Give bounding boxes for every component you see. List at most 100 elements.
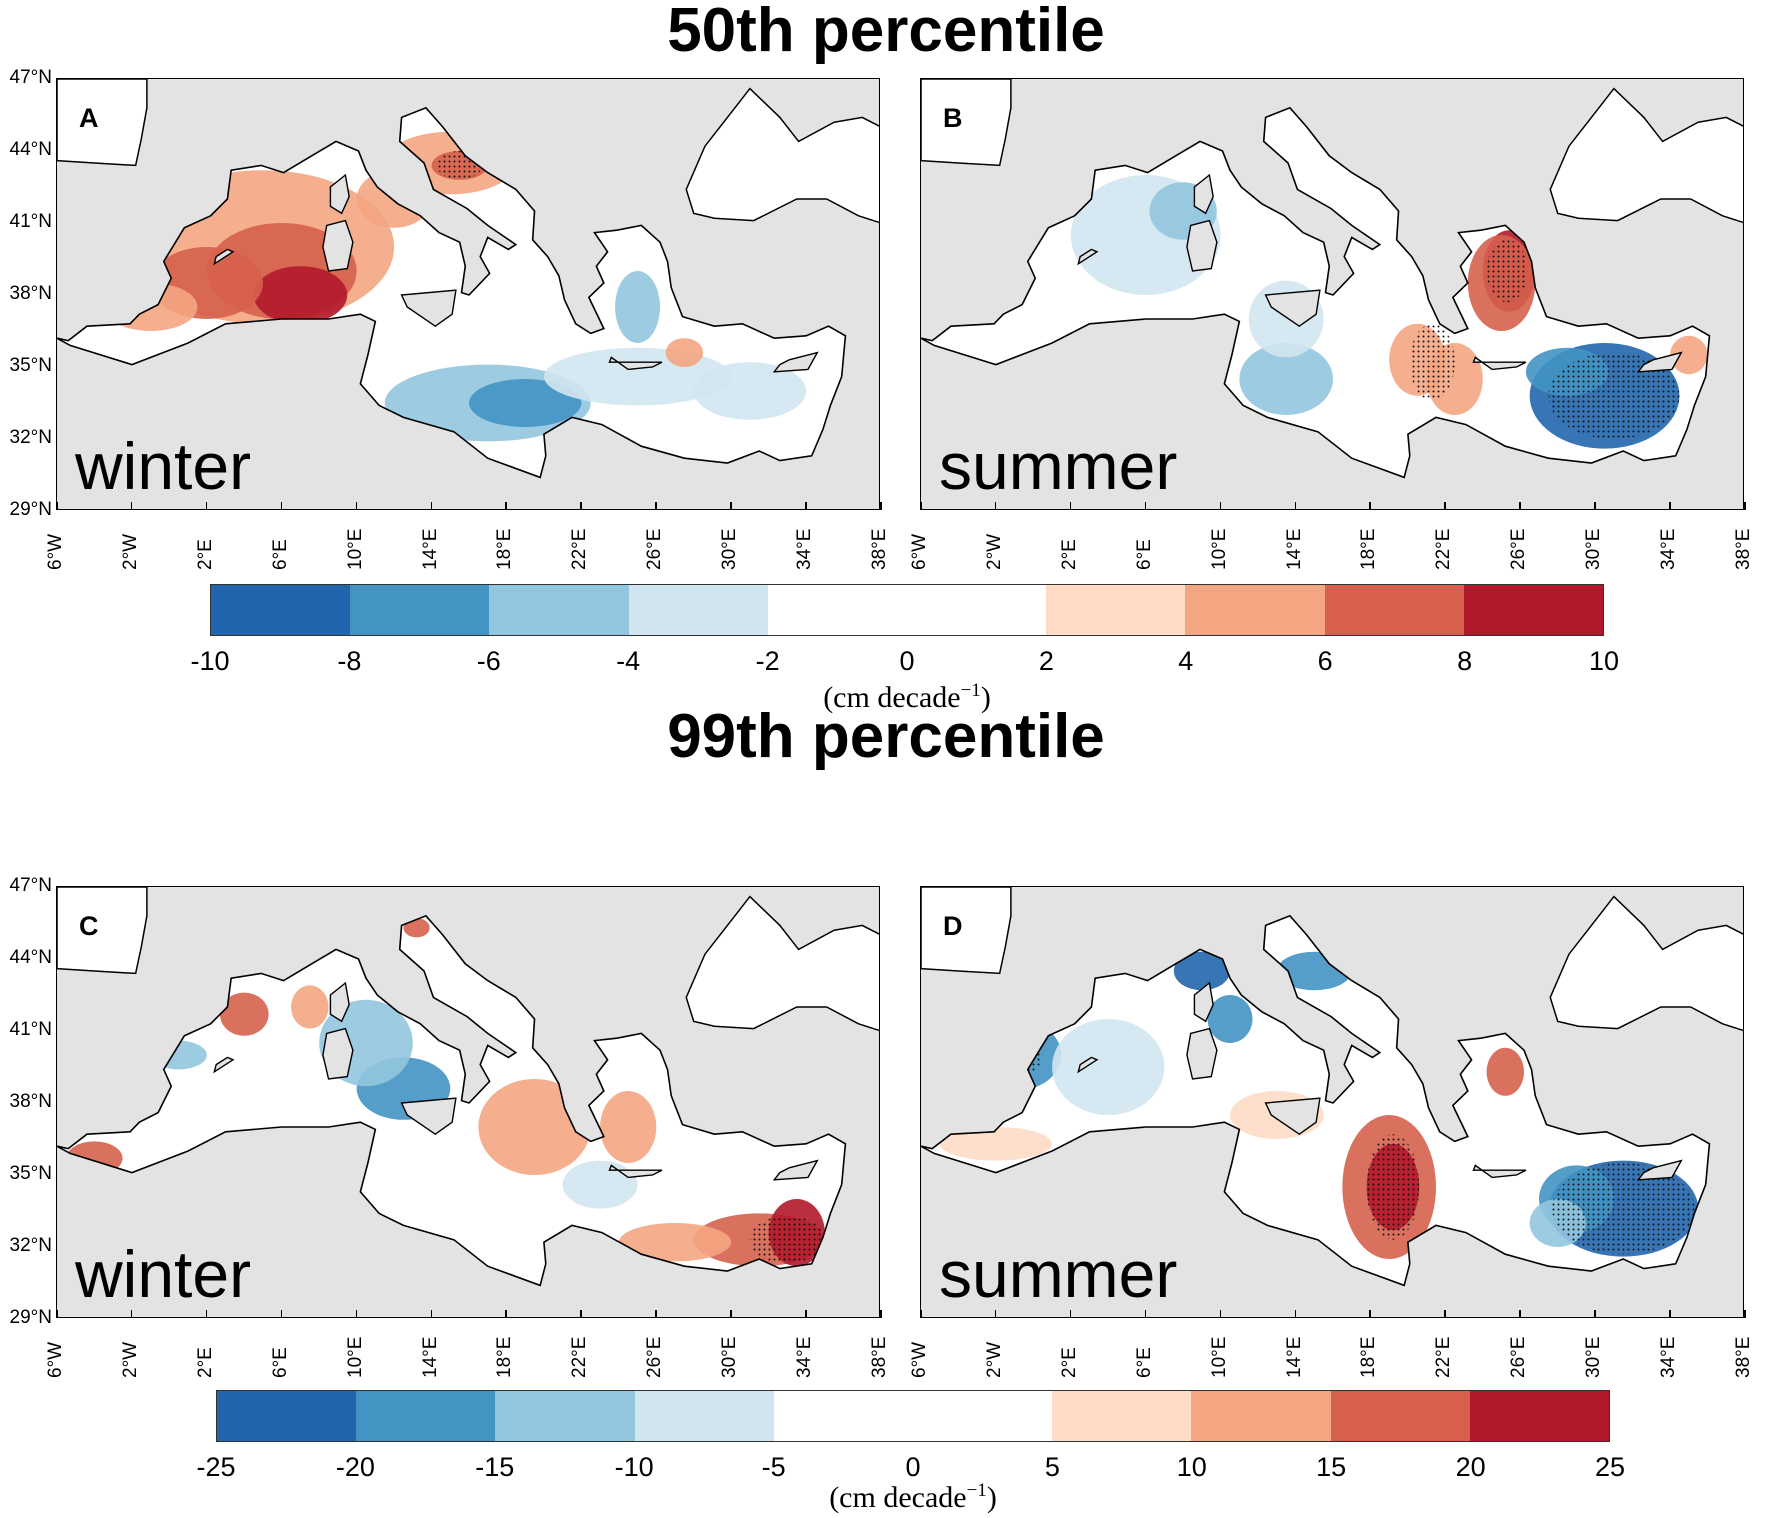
longitude-label: 34°E <box>1658 528 1680 570</box>
coastline <box>921 914 1711 1287</box>
colorbar-tick-label: 6 <box>1317 646 1333 676</box>
colorbar-swatch <box>767 585 908 635</box>
colorbar-tick-label: 10 <box>1588 646 1620 676</box>
longitude-label: 2°E <box>194 1347 216 1378</box>
map-panel-c: C winter <box>56 886 880 1318</box>
longitude-label: 26°E <box>644 1336 666 1378</box>
atlantic-area <box>57 887 148 975</box>
atlantic-area <box>57 79 148 167</box>
island <box>400 289 457 328</box>
longitude-label: 30°E <box>719 1336 741 1378</box>
trend-patch <box>219 992 269 1036</box>
panel-letter-b: B <box>943 103 963 133</box>
island <box>329 173 350 215</box>
longitude-label: 34°E <box>794 528 816 570</box>
island <box>608 356 663 371</box>
longitude-label: 6°E <box>269 1347 291 1378</box>
island <box>329 981 350 1023</box>
colorbar-swatch <box>1469 1391 1610 1441</box>
island <box>772 351 819 373</box>
longitude-tick <box>1594 1310 1596 1318</box>
significance-stipple <box>749 1215 825 1264</box>
latitude-label: 35°N <box>9 1163 52 1184</box>
island <box>1186 1027 1218 1080</box>
longitude-tick <box>280 502 283 510</box>
colorbar-tick-label: -6 <box>476 646 501 676</box>
trend-patch <box>1173 951 1230 991</box>
longitude-tick <box>205 502 208 510</box>
colorbar-swatch <box>1463 585 1604 635</box>
trend-patch <box>253 266 348 324</box>
longitude-tick <box>880 502 882 510</box>
trend-patch <box>1486 1047 1525 1096</box>
latitude-label: 32°N <box>9 1235 52 1256</box>
colorbar-tick-label: 2 <box>1038 646 1054 676</box>
latitude-label: 44°N <box>9 139 52 160</box>
longitude-label: 18°E <box>1358 528 1380 570</box>
trend-patch <box>403 918 430 938</box>
significance-stipple <box>1409 323 1455 401</box>
longitude-tick <box>1369 1310 1371 1318</box>
latitude-label: 29°N <box>9 1307 52 1328</box>
latitude-label: 47°N <box>9 875 52 896</box>
colorbar-bottom-unit: (cm decade−1) <box>829 1480 997 1514</box>
longitude-label: 26°E <box>644 528 666 570</box>
colorbar-top <box>210 584 1604 636</box>
longitude-label: 38°E <box>1733 528 1754 570</box>
trend-patch <box>665 338 704 367</box>
map-panel-a: A winter <box>56 78 880 510</box>
significance-stipple <box>1486 239 1528 303</box>
colorbar-tick-label: -10 <box>614 1452 654 1482</box>
significance-stipple <box>1552 1163 1695 1255</box>
colorbar-tick-label: 25 <box>1594 1452 1626 1482</box>
trend-patch <box>66 1141 123 1175</box>
longitude-tick <box>805 502 807 510</box>
significance-stipple <box>1366 1134 1420 1240</box>
colorbar-tick-label: -15 <box>475 1452 515 1482</box>
trend-patch <box>356 170 432 228</box>
longitude-tick <box>1519 502 1521 510</box>
trend-patch <box>986 220 1043 250</box>
longitude-tick <box>1144 1310 1147 1318</box>
trend-patch <box>291 985 329 1029</box>
colorbar-swatch <box>1185 585 1325 635</box>
longitude-tick <box>355 502 358 510</box>
colorbar-tick-label: 5 <box>1044 1452 1060 1482</box>
longitude-tick <box>1594 502 1596 510</box>
latitude-label: 35°N <box>9 355 52 376</box>
longitude-label: 6°E <box>269 539 291 570</box>
panel-letter-c: C <box>79 911 99 941</box>
longitude-tick <box>994 502 997 510</box>
bottom-section-title: 99th percentile <box>667 702 1105 771</box>
colorbar-tick-label: 4 <box>1178 646 1194 676</box>
coastline <box>921 106 1711 479</box>
longitude-tick <box>430 502 433 510</box>
longitude-tick <box>655 1310 657 1318</box>
longitude-tick <box>56 502 58 510</box>
colorbar-swatch <box>907 585 1047 635</box>
island <box>608 1164 663 1179</box>
colorbar-tick-label: 20 <box>1455 1452 1486 1482</box>
colorbar-swatch <box>356 1391 496 1441</box>
trend-patch <box>618 1223 732 1262</box>
map-svg <box>57 887 879 1287</box>
longitude-label: 6°W <box>909 533 930 570</box>
longitude-label: 6°E <box>1133 1347 1155 1378</box>
longitude-tick <box>730 1310 732 1318</box>
island <box>1264 289 1321 328</box>
island <box>1077 1056 1099 1074</box>
colorbar-tick-label: 0 <box>899 646 915 676</box>
longitude-label: 6°W <box>45 1341 66 1378</box>
longitude-label: 26°E <box>1508 528 1530 570</box>
longitude-tick <box>920 1310 922 1318</box>
black-sea <box>1549 87 1743 224</box>
longitude-label: 2°W <box>983 1341 1005 1378</box>
longitude-label: 10°E <box>1208 1336 1230 1378</box>
colorbar-swatch <box>634 1391 774 1441</box>
longitude-tick <box>280 1310 283 1318</box>
longitude-label: 2°E <box>1058 539 1080 570</box>
black-sea <box>685 895 879 1032</box>
latitude-label: 41°N <box>9 211 52 232</box>
island <box>1472 356 1527 371</box>
significance-stipple <box>1548 352 1680 439</box>
